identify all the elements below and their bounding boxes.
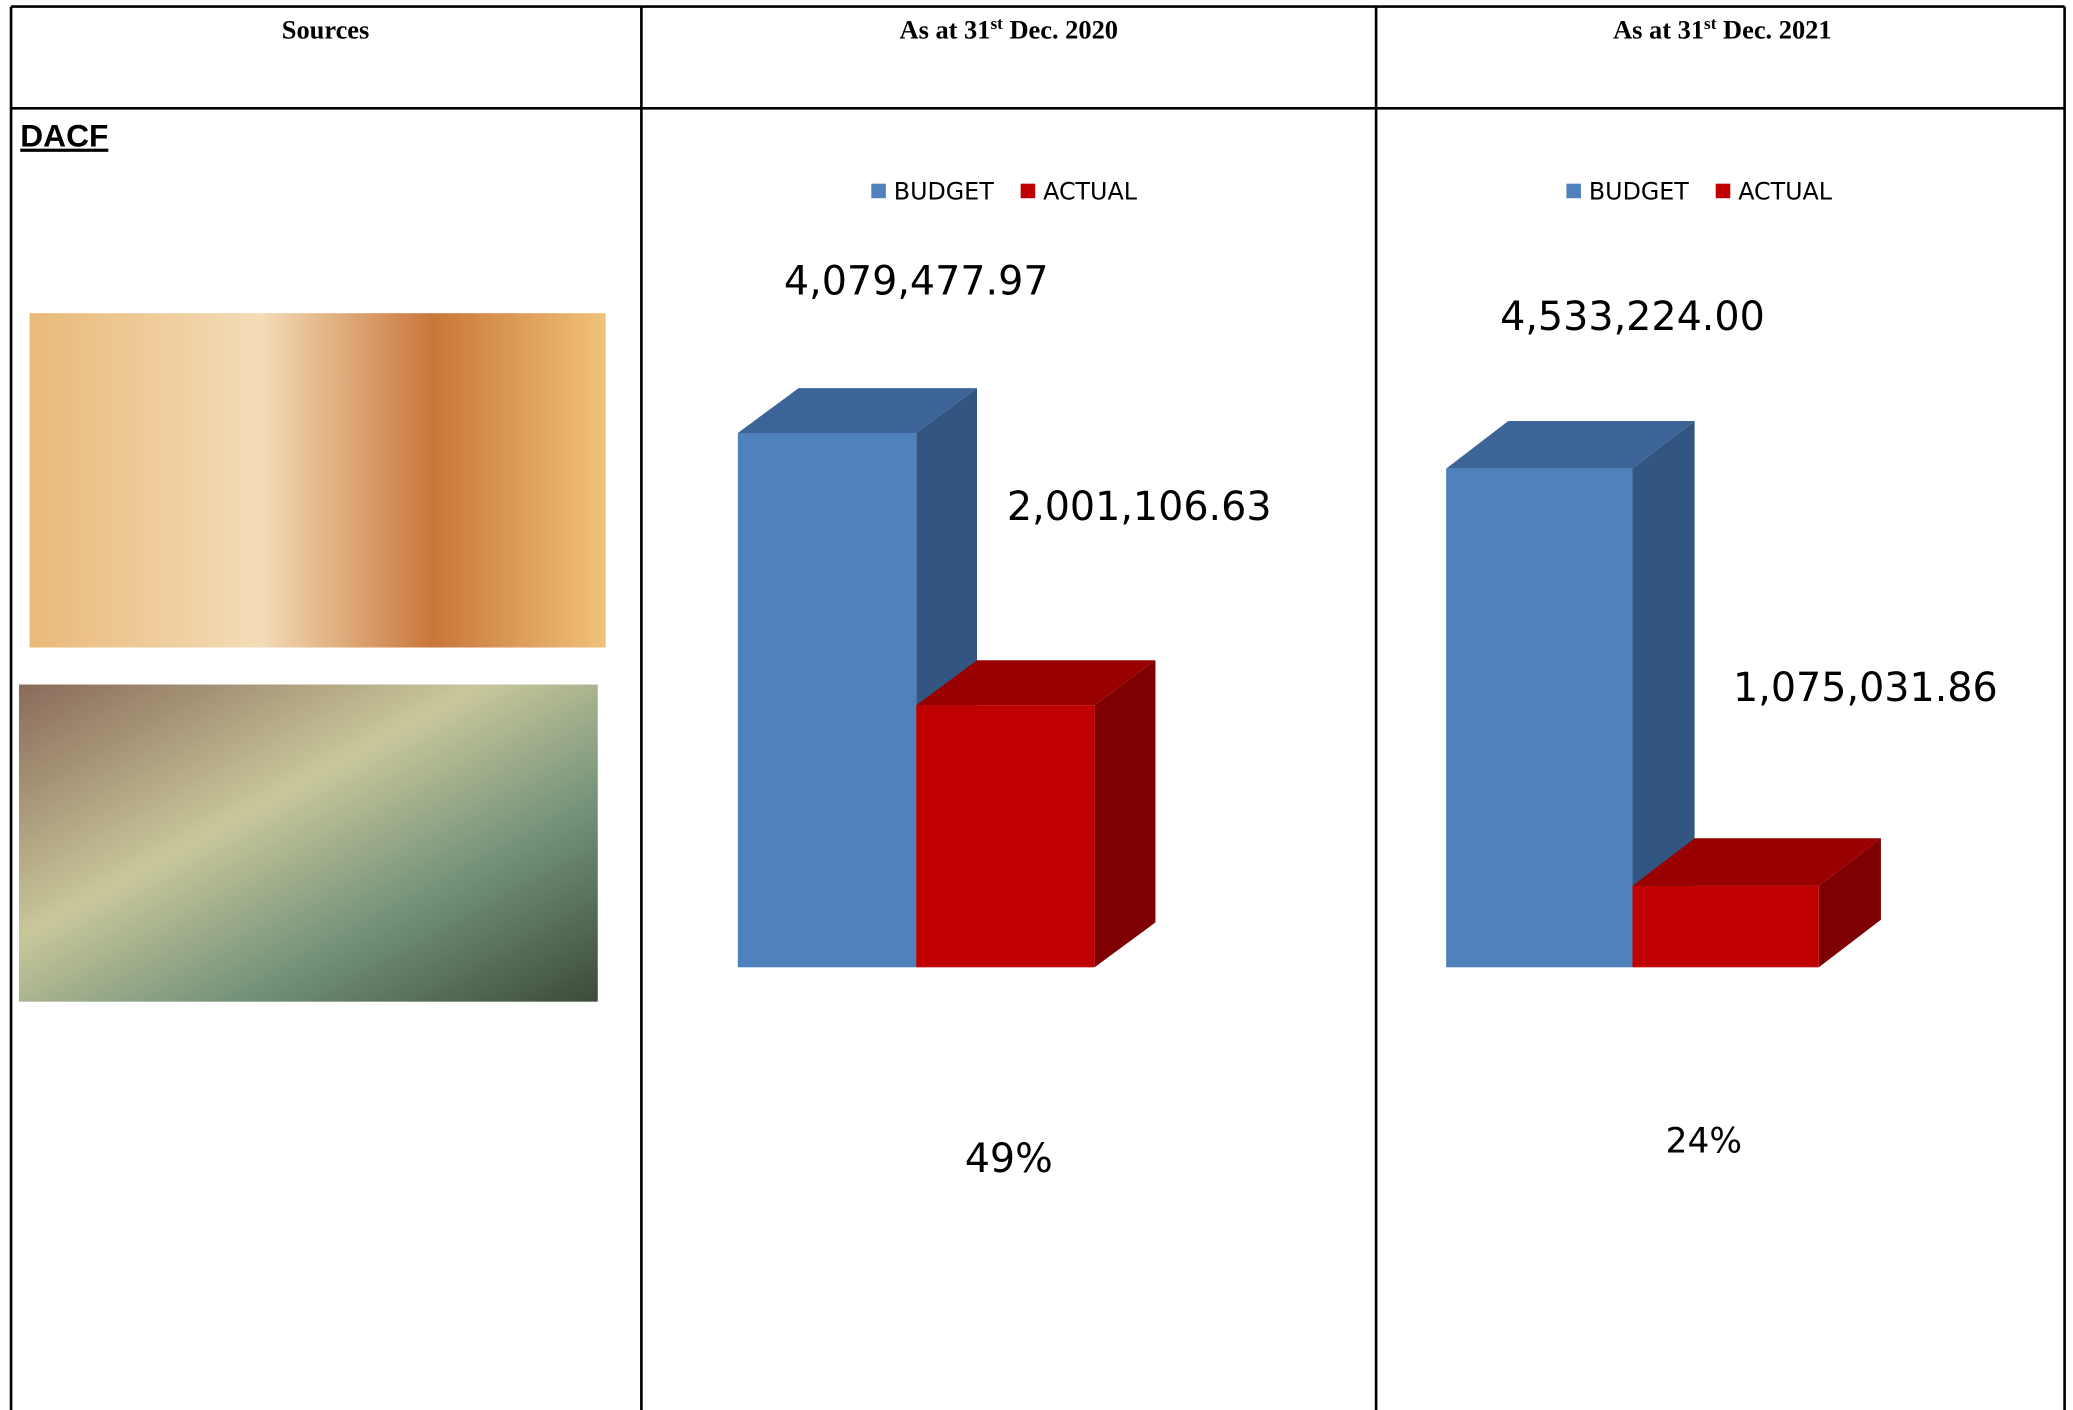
bar xyxy=(1632,838,1881,968)
bar-front xyxy=(737,433,917,968)
header-text: Dec. 2021 xyxy=(1716,14,1831,44)
bar-top xyxy=(1446,421,1695,469)
bar-front xyxy=(1446,468,1633,968)
bar-side xyxy=(1094,660,1156,968)
legend-label: BUDGET xyxy=(1589,178,1689,206)
value-label: 2,001,106.63 xyxy=(1007,484,1272,530)
banknotes-image xyxy=(18,684,598,1002)
bar xyxy=(1446,421,1695,968)
value-label: 1,075,031.86 xyxy=(1733,665,1998,711)
header-text: Dec. 2020 xyxy=(1003,14,1118,44)
legend-label: BUDGET xyxy=(894,178,994,206)
table-grid xyxy=(9,5,2066,1410)
bar xyxy=(916,660,1156,968)
value-label: 4,079,477.97 xyxy=(784,258,1049,304)
column-header: Sources xyxy=(282,14,370,44)
legend-label: ACTUAL xyxy=(1738,178,1833,206)
bar-top xyxy=(1632,838,1881,886)
legend-swatch xyxy=(1020,183,1036,199)
bar-side xyxy=(1632,421,1695,968)
legend-swatch xyxy=(1715,183,1731,199)
bar-top xyxy=(916,660,1156,706)
column-header: As at 31st Dec. 2021 xyxy=(1613,14,1831,44)
header-text: As at 31 xyxy=(900,14,991,44)
bar-front xyxy=(916,705,1095,968)
bar-side xyxy=(1818,838,1881,968)
bar-top xyxy=(737,388,978,434)
legend-swatch xyxy=(871,183,886,199)
percentage-annotation: 24% xyxy=(1666,1121,1742,1161)
row-label: DACF xyxy=(20,118,108,154)
column-header: As at 31st Dec. 2020 xyxy=(900,14,1118,44)
legend-label: ACTUAL xyxy=(1043,178,1138,206)
banknote-image xyxy=(29,313,606,648)
header-sup: st xyxy=(1704,14,1717,33)
percentage-annotation: 49% xyxy=(965,1136,1053,1182)
header-sup: st xyxy=(990,14,1003,33)
header-text: As at 31 xyxy=(1613,14,1704,44)
legend-swatch xyxy=(1566,183,1581,199)
bar-front xyxy=(1632,885,1819,968)
bar xyxy=(737,388,978,968)
value-label: 4,533,224.00 xyxy=(1500,294,1765,340)
